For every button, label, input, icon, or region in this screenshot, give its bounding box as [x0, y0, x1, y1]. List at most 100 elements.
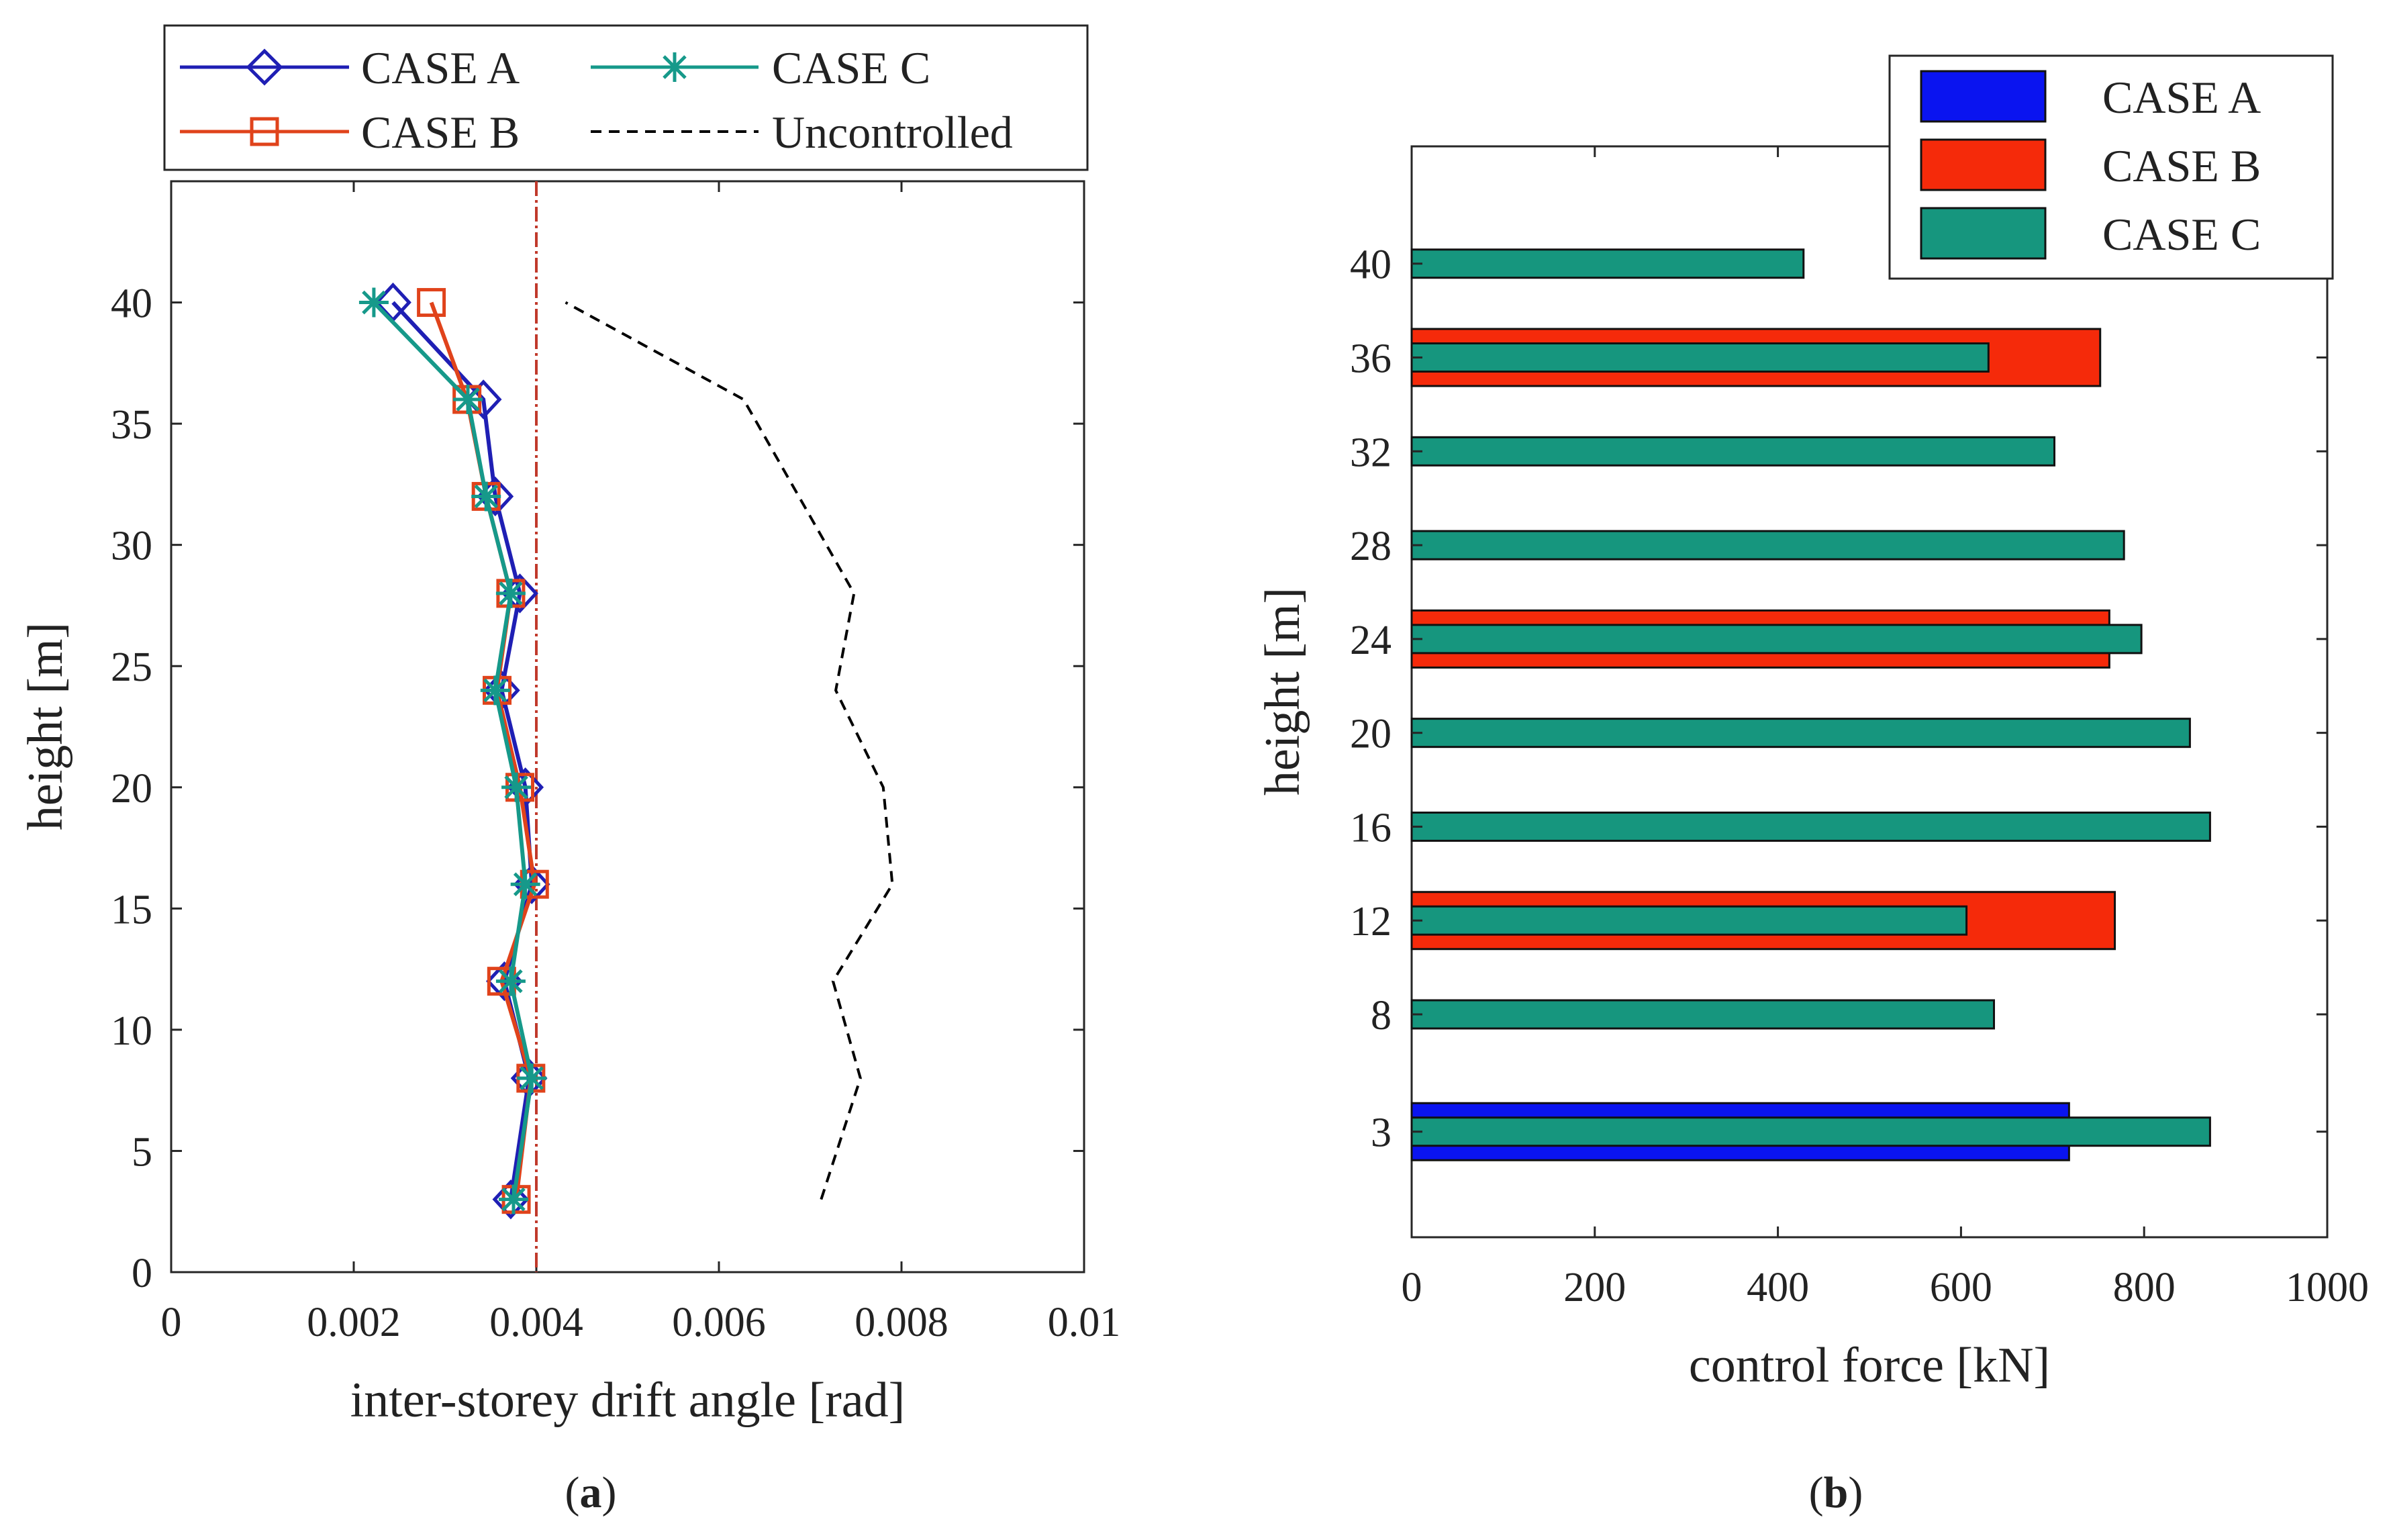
caption-a: (a) — [565, 1468, 617, 1517]
legend-swatch-case-b — [1920, 138, 2047, 191]
drift-x-axis-label: inter-storey drift angle [rad] — [350, 1373, 906, 1428]
y-tick-label: 28 — [1350, 524, 1392, 569]
bar-group-height-40 — [1410, 248, 1805, 279]
asterisk-marker — [517, 1063, 547, 1094]
bar-case-c — [1410, 342, 1990, 373]
bar-case-c — [1410, 718, 2191, 749]
drift-plot-area — [170, 180, 1085, 1273]
control-force-chart: 0 200 400 600 800 1000 3 8 12 16 20 24 28 32 36 40 con… — [1255, 54, 2370, 1517]
asterisk-stroke — [483, 678, 507, 703]
bar-group-height-36 — [1410, 328, 2102, 387]
asterisk-stroke — [499, 969, 523, 994]
drift-series-group — [358, 282, 894, 1220]
bar-case-c — [1410, 1116, 2211, 1147]
force-legend: CASE A CASE B CASE C — [1888, 54, 2334, 280]
force-bars-group — [1410, 248, 2211, 1161]
y-tick-label: 20 — [1350, 712, 1392, 757]
y-tick-label: 25 — [111, 644, 152, 690]
bar-case-c — [1410, 530, 2125, 561]
y-tick-label: 24 — [1350, 618, 1392, 663]
x-tick-label: 1000 — [2286, 1265, 2369, 1310]
bar-case-c — [1410, 905, 1968, 936]
bar-group-height-16 — [1410, 811, 2211, 842]
drift-legend-box — [163, 24, 1089, 171]
bar-case-c — [1410, 999, 1996, 1030]
asterisk-stroke — [520, 1066, 544, 1090]
y-tick-label: 20 — [111, 766, 152, 812]
force-y-axis-label: height [m] — [1255, 587, 1310, 796]
asterisk-stroke — [501, 1187, 526, 1212]
drift-angle-chart: 0 0.002 0.004 0.006 0.008 0.01 0 5 10 15 20 25 30 35… — [18, 24, 1121, 1517]
force-x-axis-label: control force [kN] — [1689, 1338, 2050, 1393]
y-tick-label: 30 — [111, 524, 152, 569]
x-tick-label: 400 — [1747, 1265, 1809, 1310]
y-tick-label: 8 — [1371, 993, 1392, 1039]
asterisk-stroke — [513, 872, 538, 896]
x-tick-label: 0.01 — [1048, 1300, 1121, 1345]
legend-swatch-case-c — [1920, 207, 2047, 260]
bar-group-height-28 — [1410, 530, 2125, 561]
y-tick-label: 15 — [111, 887, 152, 932]
bar-group-height-8 — [1410, 999, 1996, 1030]
asterisk-stroke — [499, 581, 523, 606]
y-tick-label: 10 — [111, 1008, 152, 1054]
legend-entry-case-a: CASE A — [180, 42, 520, 93]
x-tick-label: 0.008 — [855, 1300, 948, 1345]
asterisk-stroke — [456, 387, 480, 412]
caption-b: (b) — [1809, 1468, 1863, 1517]
bar-group-height-20 — [1410, 718, 2191, 749]
diamond-marker-icon — [246, 48, 283, 86]
series-line-case-c — [372, 301, 534, 1200]
series-uncontrolled — [565, 301, 894, 1200]
force-x-tick-labels: 0 200 400 600 800 1000 — [1402, 1265, 2370, 1310]
bar-case-c — [1410, 811, 2211, 842]
series-case-c — [358, 287, 547, 1214]
y-tick-label: 0 — [132, 1251, 152, 1296]
asterisk-marker — [358, 287, 389, 318]
legend-label-case-c: CASE C — [2102, 209, 2261, 260]
x-tick-label: 0.006 — [672, 1300, 766, 1345]
force-plot-area — [1410, 145, 2329, 1239]
bar-group-height-12 — [1410, 891, 2116, 951]
y-tick-label: 16 — [1350, 805, 1392, 851]
legend-entry-case-b: CASE B — [1920, 138, 2261, 191]
asterisk-stroke — [362, 290, 386, 315]
x-tick-label: 0.004 — [489, 1300, 583, 1345]
legend-label-case-b: CASE B — [2102, 140, 2261, 191]
x-tick-label: 200 — [1563, 1265, 1626, 1310]
y-tick-label: 3 — [1371, 1110, 1392, 1156]
drift-y-tick-labels: 0 5 10 15 20 25 30 35 40 — [111, 281, 152, 1296]
x-tick-label: 600 — [1930, 1265, 1992, 1310]
asterisk-stroke — [504, 775, 528, 800]
bar-group-height-32 — [1410, 436, 2056, 467]
asterisk-marker — [510, 869, 540, 900]
bar-group-height-24 — [1410, 609, 2143, 669]
legend-label-case-a: CASE A — [361, 42, 520, 93]
bar-case-c — [1410, 624, 2143, 655]
legend-label-uncontrolled: Uncontrolled — [772, 107, 1013, 158]
bar-case-c — [1410, 248, 1805, 279]
legend-label-case-a: CASE A — [2102, 72, 2261, 123]
asterisk-marker — [453, 385, 483, 414]
drift-legend: CASE A CASE B CASE C Uncontrolled — [163, 24, 1089, 171]
y-tick-label: 32 — [1350, 430, 1392, 475]
legend-entry-case-b: CASE B — [180, 107, 520, 158]
legend-swatch-case-a — [1920, 70, 2047, 123]
legend-entry-case-a: CASE A — [1920, 70, 2261, 123]
drift-x-tick-labels: 0 0.002 0.004 0.006 0.008 0.01 — [161, 1300, 1121, 1345]
y-tick-label: 35 — [111, 402, 152, 448]
asterisk-marker — [501, 772, 532, 802]
asterisk-marker — [480, 675, 510, 706]
y-tick-label: 36 — [1350, 336, 1392, 382]
series-line-uncontrolled — [565, 301, 894, 1200]
asterisk-marker — [495, 966, 526, 996]
legend-label-case-c: CASE C — [772, 42, 930, 93]
y-tick-label: 12 — [1350, 899, 1392, 945]
asterisk-marker — [495, 578, 526, 608]
x-tick-label: 0 — [1402, 1265, 1422, 1310]
square-marker — [417, 288, 446, 318]
y-tick-label: 5 — [132, 1129, 152, 1175]
x-tick-label: 0 — [161, 1300, 182, 1345]
y-tick-label: 40 — [111, 281, 152, 327]
